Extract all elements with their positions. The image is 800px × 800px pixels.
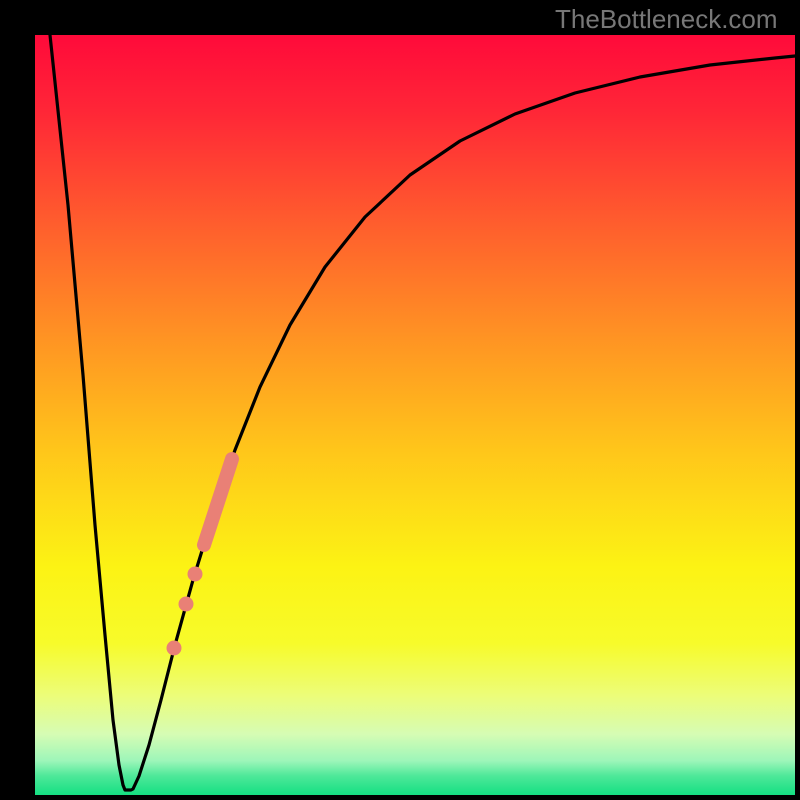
marker-dot bbox=[179, 597, 194, 612]
marker-dot bbox=[188, 567, 203, 582]
curve-layer bbox=[35, 35, 795, 795]
chart-container: TheBottleneck.com bbox=[0, 0, 800, 800]
marker-segment bbox=[204, 459, 232, 545]
watermark-text: TheBottleneck.com bbox=[555, 4, 778, 35]
marker-dot bbox=[167, 641, 182, 656]
plot-area bbox=[35, 35, 795, 795]
marker-dots bbox=[167, 567, 203, 656]
bottleneck-curve bbox=[50, 35, 795, 790]
